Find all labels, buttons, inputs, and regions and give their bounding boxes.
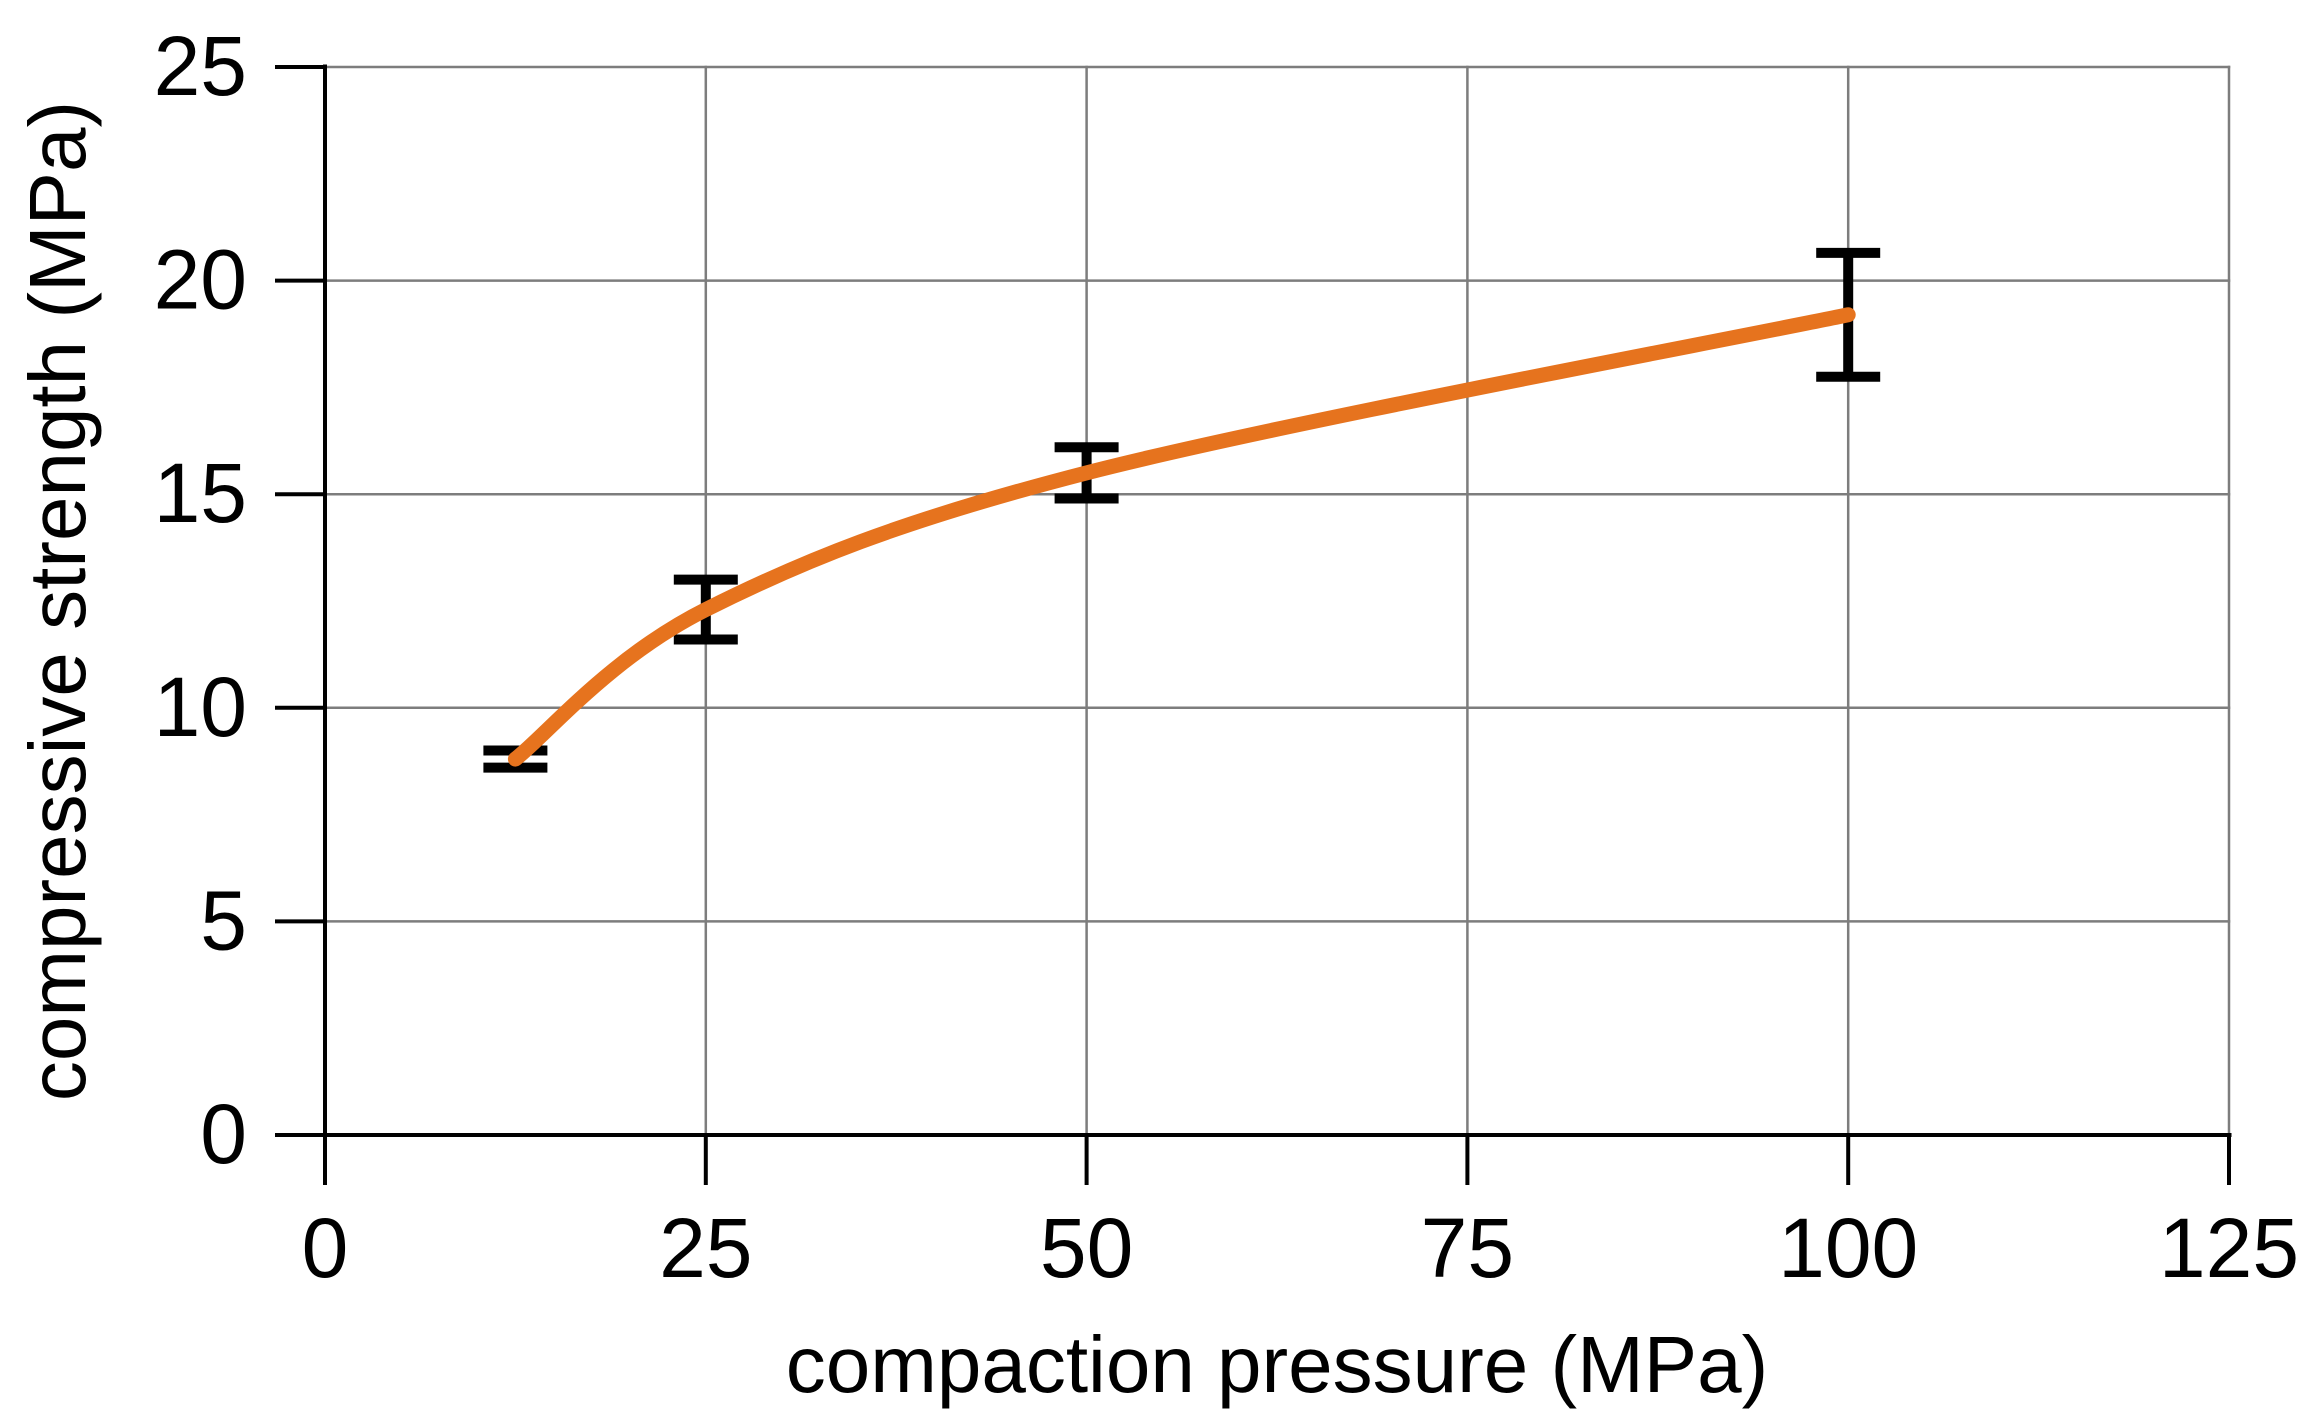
axis-ticks: [275, 65, 2231, 1185]
y-tick-label: 10: [154, 660, 247, 754]
y-tick-label: 5: [200, 873, 247, 967]
y-tick-label: 0: [200, 1087, 247, 1181]
y-axis-title: compressive strength (MPa): [13, 101, 102, 1101]
axis-spines: [323, 64, 2232, 1137]
y-tick-label: 15: [154, 446, 247, 540]
x-tick-label: 0: [302, 1201, 349, 1295]
x-tick-label: 100: [1778, 1201, 1918, 1295]
error-bars: [483, 247, 1881, 773]
x-tick-label: 50: [1040, 1201, 1133, 1295]
x-tick-label: 75: [1421, 1201, 1514, 1295]
x-axis-title: compaction pressure (MPa): [786, 1320, 1769, 1409]
y-tick-label: 20: [154, 233, 247, 327]
gridlines: [325, 65, 2231, 1135]
trend-curve: [507, 307, 1856, 767]
y-tick-labels: 0 5 10 15 20 25: [154, 19, 247, 1181]
y-tick-label: 25: [154, 19, 247, 113]
x-tick-labels: 0 25 50 75 100 125: [302, 1201, 2299, 1295]
x-tick-label: 125: [2159, 1201, 2299, 1295]
x-tick-label: 25: [659, 1201, 752, 1295]
